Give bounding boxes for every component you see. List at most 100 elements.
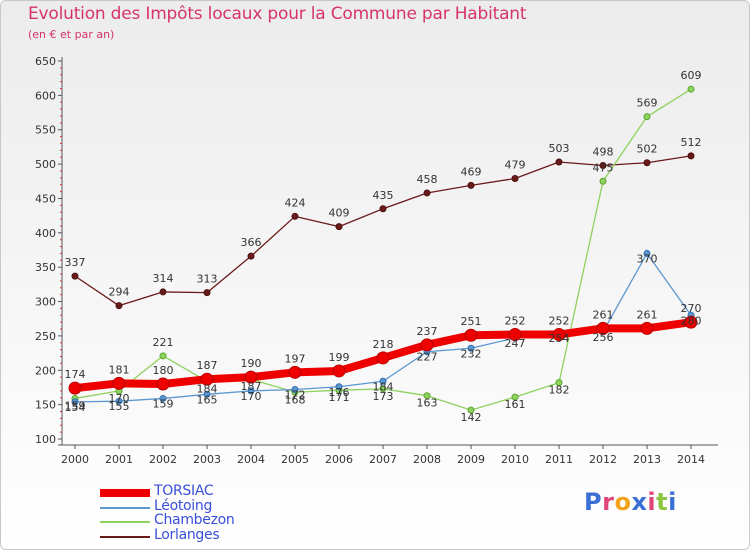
data-point-chambezon — [379, 385, 387, 393]
logo-letter: x — [631, 488, 648, 516]
data-point-chambezon — [599, 177, 607, 185]
data-label-torsiac: 180 — [153, 364, 174, 377]
data-point-léotoing — [335, 383, 343, 391]
data-label-léotoing: 370 — [637, 252, 658, 265]
data-label-léotoing: 155 — [109, 400, 130, 413]
data-label-léotoing: 232 — [461, 347, 482, 360]
data-label-torsiac: 270 — [681, 302, 702, 315]
y-tick-label: 450 — [35, 192, 56, 205]
chart-subtitle: (en € et par an) — [28, 28, 115, 41]
data-point-torsiac — [420, 338, 434, 352]
data-point-torsiac — [464, 328, 478, 342]
data-label-lorlanges: 469 — [461, 165, 482, 178]
data-point-lorlanges — [335, 223, 343, 231]
x-tick-label: 2010 — [501, 453, 529, 466]
data-label-chambezon: 475 — [593, 161, 614, 174]
data-point-torsiac — [244, 370, 258, 384]
data-point-léotoing — [643, 249, 651, 257]
x-tick-label: 2005 — [281, 453, 309, 466]
x-tick-label: 2014 — [677, 453, 705, 466]
data-point-torsiac — [684, 315, 698, 329]
data-label-chambezon: 187 — [241, 380, 262, 393]
data-label-lorlanges: 458 — [417, 173, 438, 186]
data-label-lorlanges: 503 — [549, 142, 570, 155]
data-label-chambezon: 142 — [461, 411, 482, 424]
y-tick-label: 600 — [35, 89, 56, 102]
data-point-chambezon — [555, 379, 563, 387]
data-label-léotoing: 280 — [681, 314, 702, 327]
data-label-léotoing: 254 — [549, 332, 570, 345]
data-point-chambezon — [643, 113, 651, 121]
chart-axes: 100 150 200 250 300 350 400 450 500 550 600 650 2000… — [35, 55, 718, 466]
data-point-torsiac — [332, 364, 346, 378]
data-point-lorlanges — [115, 302, 123, 310]
data-label-chambezon: 170 — [109, 392, 130, 405]
data-label-torsiac: 187 — [197, 359, 218, 372]
data-label-torsiac: 174 — [65, 368, 86, 381]
data-label-lorlanges: 512 — [681, 136, 702, 149]
data-point-lorlanges — [159, 288, 167, 296]
data-label-léotoing: 227 — [417, 351, 438, 364]
data-label-léotoing: 176 — [329, 386, 350, 399]
logo-letter: o — [614, 488, 632, 516]
data-point-chambezon — [687, 85, 695, 93]
chart-title: Evolution des Impôts locaux pour la Comm… — [28, 4, 527, 24]
data-point-torsiac — [596, 321, 610, 335]
data-point-chambezon — [159, 352, 167, 360]
y-tick-label: 500 — [35, 158, 56, 171]
data-label-chambezon: 168 — [285, 393, 306, 406]
series-layer — [68, 85, 698, 414]
data-label-torsiac: 218 — [373, 338, 394, 351]
x-tick-label: 2002 — [149, 453, 177, 466]
data-point-torsiac — [376, 351, 390, 365]
data-point-lorlanges — [511, 175, 519, 183]
data-label-chambezon: 163 — [417, 397, 438, 410]
y-tick-label: 200 — [35, 364, 56, 377]
data-point-torsiac — [288, 365, 302, 379]
data-label-léotoing: 159 — [153, 397, 174, 410]
data-label-lorlanges: 314 — [153, 272, 174, 285]
legend-label: Lorlanges — [154, 526, 220, 543]
data-label-chambezon: 221 — [153, 336, 174, 349]
y-tick-label: 300 — [35, 296, 56, 309]
data-label-chambezon: 161 — [505, 398, 526, 411]
data-point-torsiac — [200, 372, 214, 386]
data-point-lorlanges — [643, 159, 651, 167]
x-tick-label: 2006 — [325, 453, 353, 466]
data-point-torsiac — [68, 381, 82, 395]
data-label-léotoing: 184 — [373, 380, 394, 393]
legend-label: Léotoing — [154, 497, 213, 514]
data-point-chambezon — [511, 393, 519, 401]
data-label-chambezon: 171 — [329, 391, 350, 404]
proxiti-logo: Proxiti — [584, 488, 677, 516]
data-label-chambezon: 569 — [637, 97, 658, 110]
legend-swatch — [100, 506, 150, 509]
data-label-léotoing: 165 — [197, 393, 218, 406]
x-tick-label: 2001 — [105, 453, 133, 466]
data-label-chambezon: 182 — [549, 384, 570, 397]
x-tick-label: 2008 — [413, 453, 441, 466]
data-point-léotoing — [467, 344, 475, 352]
data-label-torsiac: 261 — [637, 308, 658, 321]
data-label-lorlanges: 294 — [109, 286, 130, 299]
x-tick-label: 2007 — [369, 453, 397, 466]
logo-letter: i — [647, 488, 657, 516]
legend-label: TORSIAC — [154, 483, 214, 499]
data-label-lorlanges: 424 — [285, 196, 306, 209]
data-point-léotoing — [291, 386, 299, 394]
logo-letter: i — [668, 488, 677, 516]
data-label-léotoing: 170 — [241, 390, 262, 403]
data-label-torsiac: 251 — [461, 315, 482, 328]
data-point-lorlanges — [71, 272, 79, 280]
data-point-torsiac — [640, 321, 654, 335]
data-point-lorlanges — [423, 189, 431, 197]
y-tick-label: 550 — [35, 124, 56, 137]
data-label-lorlanges: 435 — [373, 189, 394, 202]
data-label-lorlanges: 313 — [197, 273, 218, 286]
data-label-léotoing: 247 — [505, 337, 526, 350]
data-point-lorlanges — [467, 181, 475, 189]
x-tick-label: 2013 — [633, 453, 661, 466]
data-point-torsiac — [552, 328, 566, 342]
